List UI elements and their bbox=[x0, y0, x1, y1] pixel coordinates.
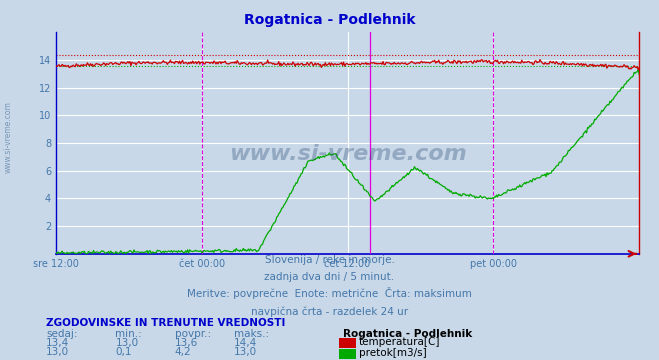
Text: Meritve: povprečne  Enote: metrične  Črta: maksimum: Meritve: povprečne Enote: metrične Črta:… bbox=[187, 287, 472, 300]
Text: zadnja dva dni / 5 minut.: zadnja dva dni / 5 minut. bbox=[264, 272, 395, 282]
Text: povpr.:: povpr.: bbox=[175, 329, 211, 339]
Text: 13,0: 13,0 bbox=[46, 347, 69, 357]
Text: navpična črta - razdelek 24 ur: navpična črta - razdelek 24 ur bbox=[251, 306, 408, 317]
Text: Slovenija / reke in morje.: Slovenija / reke in morje. bbox=[264, 255, 395, 265]
Text: min.:: min.: bbox=[115, 329, 142, 339]
Text: 13,0: 13,0 bbox=[115, 338, 138, 348]
Text: www.si-vreme.com: www.si-vreme.com bbox=[3, 101, 13, 173]
Text: 4,2: 4,2 bbox=[175, 347, 191, 357]
Text: 13,4: 13,4 bbox=[46, 338, 69, 348]
Text: pretok[m3/s]: pretok[m3/s] bbox=[359, 348, 427, 358]
Text: Rogatnica - Podlehnik: Rogatnica - Podlehnik bbox=[244, 13, 415, 27]
Text: 13,0: 13,0 bbox=[234, 347, 257, 357]
Text: ZGODOVINSKE IN TRENUTNE VREDNOSTI: ZGODOVINSKE IN TRENUTNE VREDNOSTI bbox=[46, 318, 285, 328]
Text: Rogatnica - Podlehnik: Rogatnica - Podlehnik bbox=[343, 329, 472, 339]
Text: 13,6: 13,6 bbox=[175, 338, 198, 348]
Text: 0,1: 0,1 bbox=[115, 347, 132, 357]
Text: temperatura[C]: temperatura[C] bbox=[359, 337, 441, 347]
Text: maks.:: maks.: bbox=[234, 329, 269, 339]
Text: sedaj:: sedaj: bbox=[46, 329, 78, 339]
Text: www.si-vreme.com: www.si-vreme.com bbox=[229, 144, 467, 164]
Text: 14,4: 14,4 bbox=[234, 338, 257, 348]
